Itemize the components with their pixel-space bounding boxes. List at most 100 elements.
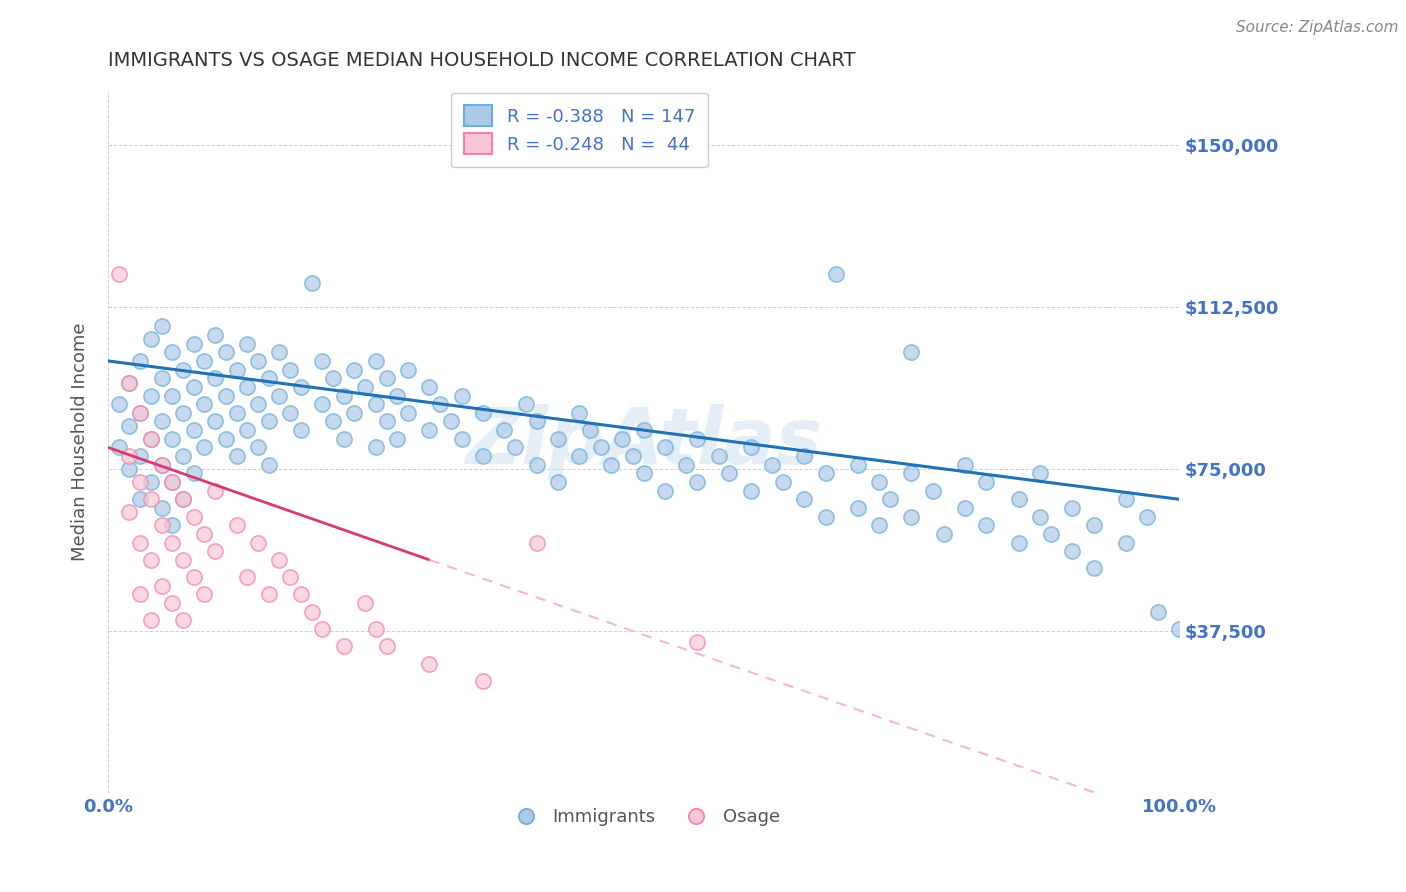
- Point: [290, 587, 312, 601]
- Point: [162, 388, 184, 402]
- Point: [343, 362, 366, 376]
- Point: [129, 406, 152, 420]
- Point: [236, 570, 259, 584]
- Point: [1168, 622, 1191, 636]
- Point: [1029, 509, 1052, 524]
- Point: [162, 518, 184, 533]
- Point: [172, 406, 194, 420]
- Point: [1115, 535, 1137, 549]
- Point: [568, 406, 591, 420]
- Point: [354, 380, 377, 394]
- Point: [526, 535, 548, 549]
- Point: [793, 449, 815, 463]
- Point: [139, 553, 162, 567]
- Point: [193, 587, 215, 601]
- Point: [162, 432, 184, 446]
- Point: [215, 345, 238, 359]
- Point: [772, 475, 794, 489]
- Point: [375, 640, 398, 654]
- Point: [129, 587, 152, 601]
- Point: [290, 380, 312, 394]
- Point: [718, 467, 741, 481]
- Point: [494, 423, 516, 437]
- Point: [686, 635, 709, 649]
- Point: [471, 406, 494, 420]
- Point: [375, 415, 398, 429]
- Point: [107, 397, 129, 411]
- Point: [387, 432, 409, 446]
- Point: [332, 432, 354, 446]
- Point: [246, 535, 269, 549]
- Point: [301, 276, 323, 290]
- Point: [976, 475, 998, 489]
- Point: [396, 406, 419, 420]
- Point: [118, 418, 141, 433]
- Point: [183, 570, 205, 584]
- Point: [269, 345, 291, 359]
- Point: [953, 500, 976, 515]
- Point: [118, 449, 141, 463]
- Point: [150, 579, 173, 593]
- Point: [204, 483, 226, 498]
- Point: [450, 432, 472, 446]
- Point: [311, 354, 333, 368]
- Point: [162, 535, 184, 549]
- Point: [118, 505, 141, 519]
- Text: IMMIGRANTS VS OSAGE MEDIAN HOUSEHOLD INCOME CORRELATION CHART: IMMIGRANTS VS OSAGE MEDIAN HOUSEHOLD INC…: [108, 51, 855, 70]
- Point: [900, 509, 922, 524]
- Point: [686, 432, 709, 446]
- Point: [162, 475, 184, 489]
- Point: [364, 397, 387, 411]
- Point: [612, 432, 634, 446]
- Point: [654, 441, 676, 455]
- Point: [278, 362, 301, 376]
- Point: [825, 268, 848, 282]
- Point: [654, 483, 676, 498]
- Point: [139, 388, 162, 402]
- Point: [246, 354, 269, 368]
- Point: [139, 613, 162, 627]
- Point: [139, 492, 162, 507]
- Point: [600, 458, 623, 472]
- Point: [1007, 535, 1029, 549]
- Point: [471, 673, 494, 688]
- Point: [150, 415, 173, 429]
- Point: [183, 380, 205, 394]
- Point: [193, 441, 215, 455]
- Point: [322, 371, 344, 385]
- Point: [301, 605, 323, 619]
- Point: [204, 371, 226, 385]
- Point: [515, 397, 537, 411]
- Point: [193, 354, 215, 368]
- Point: [150, 500, 173, 515]
- Point: [1115, 492, 1137, 507]
- Point: [150, 319, 173, 334]
- Point: [1029, 467, 1052, 481]
- Point: [257, 458, 280, 472]
- Point: [172, 613, 194, 627]
- Point: [976, 518, 998, 533]
- Point: [1083, 561, 1105, 575]
- Point: [900, 345, 922, 359]
- Point: [139, 432, 162, 446]
- Point: [150, 371, 173, 385]
- Point: [257, 415, 280, 429]
- Point: [547, 432, 569, 446]
- Point: [1007, 492, 1029, 507]
- Point: [332, 388, 354, 402]
- Point: [900, 467, 922, 481]
- Point: [129, 492, 152, 507]
- Point: [183, 423, 205, 437]
- Point: [162, 345, 184, 359]
- Point: [139, 432, 162, 446]
- Point: [183, 509, 205, 524]
- Point: [932, 527, 955, 541]
- Point: [204, 415, 226, 429]
- Point: [129, 535, 152, 549]
- Point: [354, 596, 377, 610]
- Point: [118, 376, 141, 390]
- Point: [526, 458, 548, 472]
- Point: [129, 354, 152, 368]
- Point: [269, 553, 291, 567]
- Point: [215, 432, 238, 446]
